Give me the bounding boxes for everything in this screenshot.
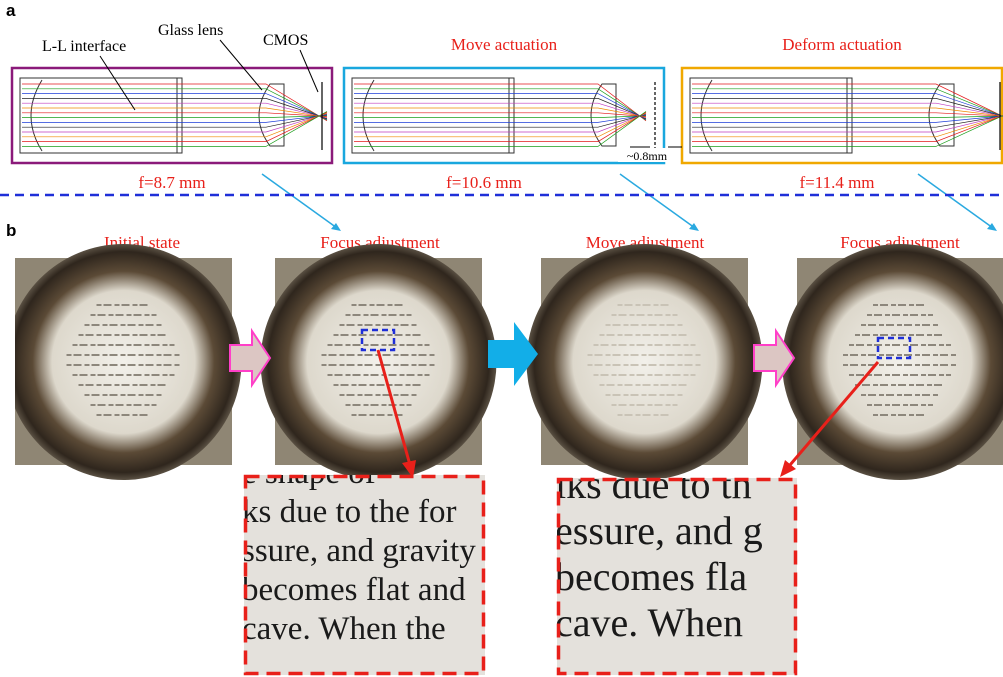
light-ray	[22, 114, 327, 132]
light-ray	[354, 114, 646, 132]
zoom-text: ks due to the for	[242, 494, 456, 530]
focal-length: f=11.4 mm	[799, 173, 874, 192]
light-ray	[22, 84, 327, 121]
lens-view	[527, 244, 763, 480]
leader-line	[100, 56, 135, 110]
zoom-text: becomes flat and	[242, 572, 466, 608]
annotation: L-L interface	[42, 38, 126, 55]
ll-interface	[31, 80, 42, 151]
light-ray	[22, 115, 327, 122]
ll-interface	[701, 80, 712, 151]
lens-view	[6, 244, 242, 480]
light-ray	[22, 111, 327, 146]
pointer-arrow	[262, 174, 337, 228]
leader-line	[300, 50, 318, 92]
light-ray	[354, 113, 646, 117]
light-ray	[22, 113, 327, 117]
light-ray	[22, 116, 327, 118]
focal-length: f=8.7 mm	[138, 173, 205, 192]
light-ray	[22, 98, 327, 118]
light-ray	[22, 94, 327, 120]
zoom-text: cave. When	[555, 600, 743, 645]
ll-interface	[363, 80, 374, 151]
light-ray	[22, 113, 327, 137]
panel-label: a	[6, 1, 16, 20]
state-title: Deform actuation	[782, 35, 902, 54]
focal-length: f=10.6 mm	[446, 173, 522, 192]
leader-line	[220, 40, 262, 90]
light-ray	[354, 111, 646, 146]
pointer-arrow	[620, 174, 695, 228]
zoom-text: essure, and g	[555, 508, 763, 553]
light-ray	[354, 113, 646, 137]
pointer-arrow	[918, 174, 993, 228]
light-ray	[354, 103, 646, 118]
light-ray	[354, 94, 646, 120]
light-ray	[354, 114, 646, 127]
lens-view	[261, 244, 497, 480]
zoom-text: becomes fla	[555, 554, 747, 599]
ray-diagram	[12, 68, 341, 231]
zoom-text: cave. When the	[242, 611, 446, 647]
annotation: Glass lens	[158, 22, 223, 39]
gap-label: ~0.8mm	[627, 149, 668, 163]
photo-border-clip	[0, 258, 15, 465]
annotation: CMOS	[263, 32, 308, 49]
ray-diagram	[682, 68, 1003, 231]
light-ray	[354, 116, 646, 118]
light-ray	[354, 115, 646, 122]
figure: a f=8.7 mm Move actuation f=10.6 mm Deform a…	[0, 0, 1003, 677]
zoom-text: ssure, and gravity	[242, 533, 476, 569]
panel-label: b	[6, 221, 16, 240]
state-title: Move actuation	[451, 35, 558, 54]
light-ray	[354, 84, 646, 121]
